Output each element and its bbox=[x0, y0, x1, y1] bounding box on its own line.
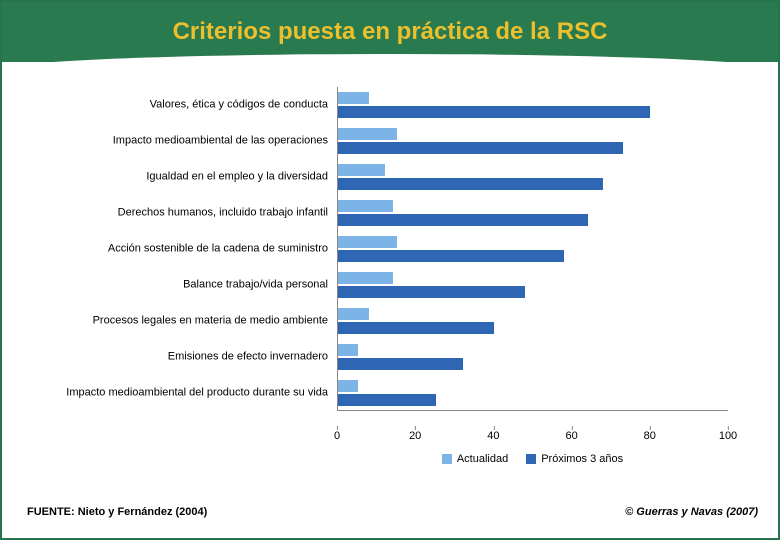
legend-swatch bbox=[526, 454, 536, 464]
legend-item: Próximos 3 años bbox=[526, 453, 623, 465]
bar-series-a bbox=[338, 236, 397, 248]
copyright-text: © Guerras y Navas (2007) bbox=[625, 506, 758, 518]
bar-series-b bbox=[338, 286, 525, 298]
bar-series-a bbox=[338, 92, 369, 104]
category-label: Impacto medioambiental de las operacione… bbox=[43, 135, 338, 148]
category-label: Acción sostenible de la cadena de sumini… bbox=[43, 243, 338, 256]
chart-row: Balance trabajo/vida personal bbox=[338, 267, 728, 303]
chart-x-axis: 020406080100 bbox=[337, 430, 728, 446]
bar-series-a bbox=[338, 200, 393, 212]
slide-header: Criterios puesta en práctica de la RSC bbox=[2, 2, 778, 62]
bar-series-b bbox=[338, 322, 494, 334]
legend-label: Próximos 3 años bbox=[541, 453, 623, 465]
chart-legend: Actualidad Próximos 3 años bbox=[337, 450, 728, 468]
chart-plot-area: Valores, ética y códigos de conductaImpa… bbox=[337, 87, 728, 411]
bar-series-a bbox=[338, 272, 393, 284]
chart-row: Emisiones de efecto invernadero bbox=[338, 339, 728, 375]
chart-row: Impacto medioambiental de las operacione… bbox=[338, 123, 728, 159]
slide-title: Criterios puesta en práctica de la RSC bbox=[173, 18, 608, 46]
legend-label: Actualidad bbox=[457, 453, 508, 465]
bar-series-a bbox=[338, 380, 358, 392]
bar-series-a bbox=[338, 128, 397, 140]
category-label: Valores, ética y códigos de conducta bbox=[43, 99, 338, 112]
category-label: Balance trabajo/vida personal bbox=[43, 279, 338, 292]
legend-swatch bbox=[442, 454, 452, 464]
x-tick: 80 bbox=[644, 430, 656, 442]
x-tick: 0 bbox=[334, 430, 340, 442]
chart-row: Impacto medioambiental del producto dura… bbox=[338, 375, 728, 411]
category-label: Igualdad en el empleo y la diversidad bbox=[43, 171, 338, 184]
bar-series-b bbox=[338, 178, 603, 190]
bar-series-b bbox=[338, 250, 564, 262]
category-label: Procesos legales en materia de medio amb… bbox=[43, 315, 338, 328]
bar-series-a bbox=[338, 344, 358, 356]
legend-item: Actualidad bbox=[442, 453, 508, 465]
bar-series-b bbox=[338, 106, 650, 118]
source-citation: FUENTE: Nieto y Fernández (2004) bbox=[27, 506, 207, 518]
chart-row: Acción sostenible de la cadena de sumini… bbox=[338, 231, 728, 267]
bar-series-b bbox=[338, 214, 588, 226]
x-tick: 20 bbox=[409, 430, 421, 442]
category-label: Impacto medioambiental del producto dura… bbox=[43, 387, 338, 400]
bar-series-b bbox=[338, 394, 436, 406]
chart-row: Igualdad en el empleo y la diversidad bbox=[338, 159, 728, 195]
bar-series-b bbox=[338, 358, 463, 370]
bar-series-b bbox=[338, 142, 623, 154]
x-tick: 100 bbox=[719, 430, 737, 442]
category-label: Emisiones de efecto invernadero bbox=[43, 351, 338, 364]
bar-series-a bbox=[338, 164, 385, 176]
bar-series-a bbox=[338, 308, 369, 320]
x-tick: 60 bbox=[565, 430, 577, 442]
chart-container: Valores, ética y códigos de conductaImpa… bbox=[32, 87, 748, 468]
chart-row: Derechos humanos, incluido trabajo infan… bbox=[338, 195, 728, 231]
x-tick: 40 bbox=[487, 430, 499, 442]
chart-row: Procesos legales en materia de medio amb… bbox=[338, 303, 728, 339]
category-label: Derechos humanos, incluido trabajo infan… bbox=[43, 207, 338, 220]
chart-row: Valores, ética y códigos de conducta bbox=[338, 87, 728, 123]
